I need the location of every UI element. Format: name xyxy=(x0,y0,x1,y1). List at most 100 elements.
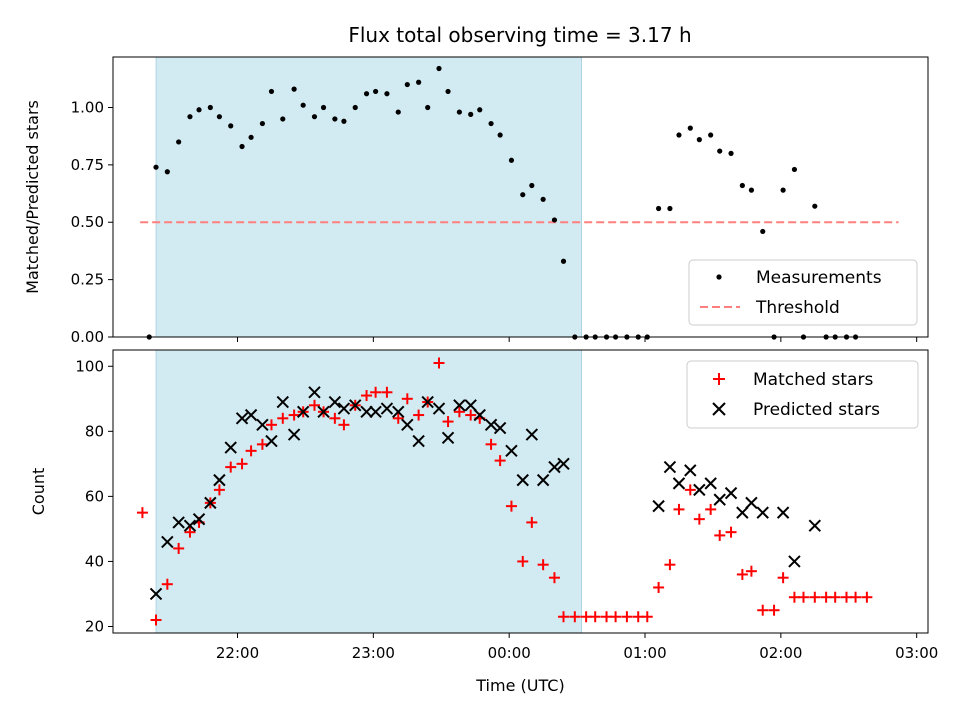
bottom-axes-frame xyxy=(112,349,929,634)
top-y-tick-label: 0.75 xyxy=(71,156,104,174)
matched-star-point xyxy=(265,419,277,431)
predicted-star-point xyxy=(360,405,373,419)
predicted-star-point xyxy=(172,516,185,529)
matched-star-point xyxy=(413,409,425,421)
measurement-point xyxy=(667,205,673,212)
matched-star-point xyxy=(526,516,538,528)
matched-star-point xyxy=(725,526,737,538)
legend-label-matched: Matched stars xyxy=(753,370,873,390)
chart-title: Flux total observing time = 3.17 h xyxy=(348,23,691,47)
predicted-star-point xyxy=(183,519,197,532)
measurement-point xyxy=(341,118,347,124)
top-y-axis-label: Matched/Predicted stars xyxy=(23,100,42,294)
top-legend-box xyxy=(688,259,918,326)
bottom-observing-span xyxy=(155,349,582,634)
predicted-star-point xyxy=(704,477,717,490)
x-axis-label: Time (UTC) xyxy=(475,676,564,695)
measurement-point xyxy=(384,91,390,97)
top-axes-frame xyxy=(112,56,929,338)
measurement-point xyxy=(363,91,370,97)
measurement-point xyxy=(395,109,401,115)
measurement-point xyxy=(708,132,714,138)
legend-marker-predicted xyxy=(712,402,726,416)
predicted-star-point xyxy=(235,412,249,425)
predicted-star-point xyxy=(244,408,258,422)
measurement-point xyxy=(456,109,462,115)
measurement-point xyxy=(676,132,682,138)
predicted-star-point xyxy=(256,418,269,432)
predicted-star-point xyxy=(493,421,507,435)
predicted-star-point xyxy=(713,493,726,506)
measurement-point xyxy=(436,65,442,72)
bottom-y-tick-label: 20 xyxy=(85,617,104,635)
x-tick-label: 23:00 xyxy=(352,644,395,662)
predicted-star-point xyxy=(421,395,434,409)
measurement-point xyxy=(540,196,546,202)
matched-star-point xyxy=(453,406,465,418)
matched-star-point xyxy=(693,513,705,525)
matched-star-point xyxy=(569,611,581,623)
measurement-point xyxy=(239,143,245,150)
matched-star-point xyxy=(714,529,726,541)
measurement-point xyxy=(520,192,526,198)
predicted-star-point xyxy=(525,428,539,441)
predicted-star-point xyxy=(808,519,822,532)
matched-star-point xyxy=(861,591,873,603)
predicted-star-point xyxy=(265,434,278,448)
predicted-star-point xyxy=(788,555,801,568)
measurement-point xyxy=(717,148,723,154)
legend-label-predicted: Predicted stars xyxy=(753,400,880,420)
predicted-star-point xyxy=(516,473,529,487)
predicted-star-point xyxy=(736,506,749,519)
top-y-tick-label: 0.50 xyxy=(71,213,104,231)
predicted-star-point xyxy=(464,399,477,412)
measurement-point xyxy=(280,116,286,122)
matched-star-point xyxy=(777,572,789,584)
matched-star-point xyxy=(225,461,237,473)
bottom-legend-box xyxy=(686,360,919,429)
predicted-star-point xyxy=(317,405,330,419)
predicted-star-point xyxy=(287,428,301,441)
matched-star-point xyxy=(370,386,382,398)
measurement-point xyxy=(291,86,297,92)
predicted-star-point xyxy=(672,477,686,490)
predicted-star-point xyxy=(380,402,394,415)
matched-star-point xyxy=(213,484,225,496)
measurement-point xyxy=(311,114,318,120)
matched-star-point xyxy=(361,390,373,402)
measurement-point xyxy=(560,258,567,264)
matched-star-point xyxy=(558,611,570,623)
measurement-point xyxy=(687,125,693,131)
x-tick-label: 03:00 xyxy=(895,644,938,662)
matched-star-point xyxy=(829,591,841,603)
x-tick-label: 22:00 xyxy=(216,644,259,662)
predicted-star-point xyxy=(684,464,697,477)
bottom-y-axis-label: Count xyxy=(29,468,48,516)
bottom-tick-group: 20 40 60 80 100 22:00 23:00 00:00 01:00 02:00 03:0… xyxy=(75,357,938,662)
measurement-point xyxy=(497,132,503,138)
matched-star-point xyxy=(610,611,622,623)
measurement-point xyxy=(248,134,254,140)
measurement-point xyxy=(207,104,213,111)
predicted-star-point xyxy=(308,386,321,399)
predicted-star-point xyxy=(204,496,217,510)
matched-star-point xyxy=(236,458,248,470)
legend-marker-measurements xyxy=(716,274,722,280)
bottom-y-tick-label: 40 xyxy=(85,552,104,570)
measurement-point xyxy=(320,104,327,111)
bottom-y-tick-label: 100 xyxy=(75,357,104,375)
measurement-point xyxy=(445,88,451,95)
legend-label-measurements: Measurements xyxy=(756,268,882,288)
predicted-star-point xyxy=(213,473,226,487)
matched-star-point xyxy=(245,445,257,457)
matched-star-point xyxy=(485,438,497,450)
bottom-legend: Matched stars Predicted stars xyxy=(686,360,919,429)
predicted-star-point xyxy=(693,483,706,497)
matched-star-point xyxy=(173,542,185,554)
measurement-point xyxy=(696,137,702,143)
matched-star-point xyxy=(465,409,477,421)
measurement-point xyxy=(425,104,431,111)
bottom-y-tick-label: 80 xyxy=(85,422,104,440)
predicted-star-point xyxy=(369,405,382,419)
matched-star-point xyxy=(809,591,821,603)
